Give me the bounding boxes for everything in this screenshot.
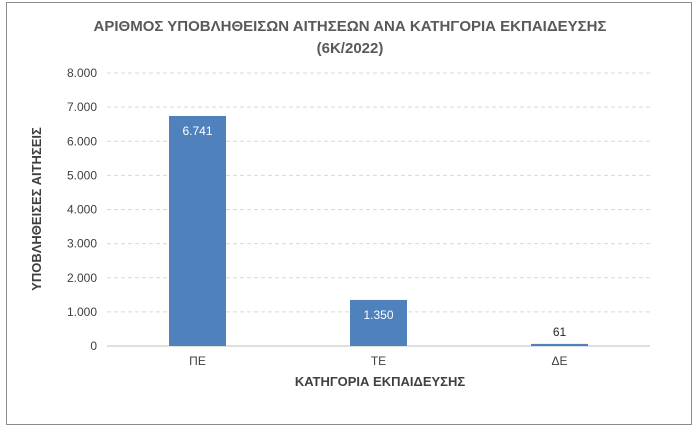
data-label: 1.350 (363, 308, 393, 322)
x-axis-title: ΚΑΤΗΓΟΡΙΑ ΕΚΠΑΙΔΕΥΣΗΣ (295, 374, 466, 389)
y-tick-label: 2.000 (67, 271, 97, 285)
y-axis-title: ΥΠΟΒΛΗΘΕΙΣΕΣ ΑΙΤΗΣΕΙΣ (29, 127, 44, 291)
x-tick-label: ΤΕ (371, 354, 386, 368)
x-tick-label: ΠΕ (189, 354, 206, 368)
y-axis-ticks: 0 1.000 2.000 3.000 4.000 5.000 6.000 7.000 8.00… (67, 66, 97, 353)
chart-title-line2: (6Κ/2022) (317, 40, 384, 57)
x-tick-label: ΔΕ (551, 354, 567, 368)
y-tick-label: 4.000 (67, 203, 97, 217)
data-labels: 6.741 1.350 61 (182, 124, 566, 339)
x-axis-ticks: ΠΕ ΤΕ ΔΕ (189, 354, 567, 368)
bar (350, 299, 407, 346)
y-tick-label: 7.000 (67, 100, 97, 114)
chart-title-line1: ΑΡΙΘΜΟΣ ΥΠΟΒΛΗΘΕΙΣΩΝ ΑΙΤΗΣΕΩΝ ΑΝΑ ΚΑΤΗΓΟ… (94, 18, 607, 35)
y-tick-label: 1.000 (67, 305, 97, 319)
y-tick-label: 0 (90, 339, 97, 353)
bar (169, 115, 226, 346)
bars (169, 115, 588, 346)
bar (531, 343, 588, 346)
data-label: 6.741 (182, 124, 212, 138)
y-tick-label: 3.000 (67, 237, 97, 251)
y-tick-label: 8.000 (67, 66, 97, 80)
y-tick-label: 6.000 (67, 134, 97, 148)
y-tick-label: 5.000 (67, 168, 97, 182)
data-label: 61 (553, 325, 567, 339)
